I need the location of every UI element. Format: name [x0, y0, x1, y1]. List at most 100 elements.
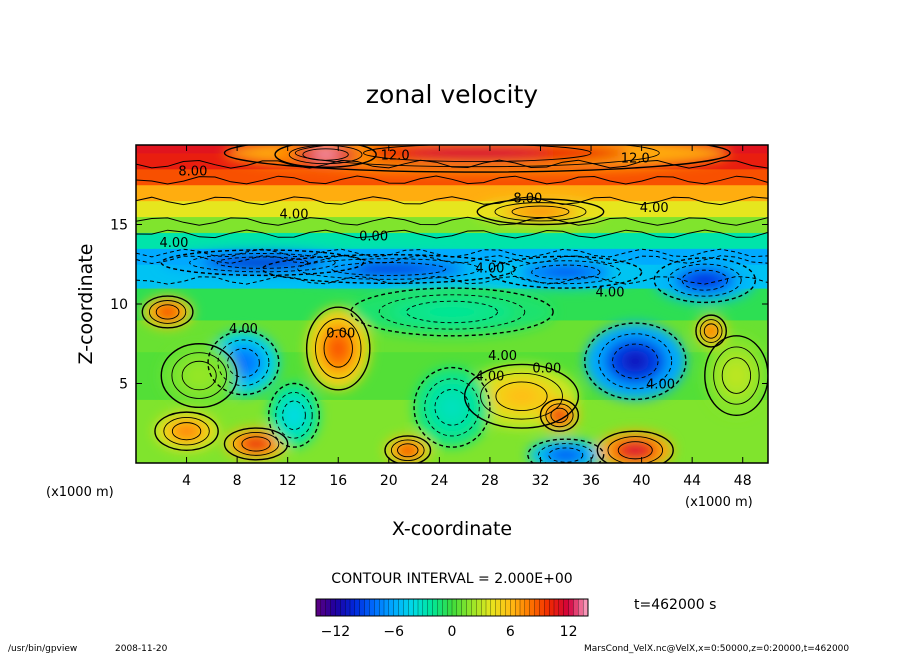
- contour-ring: [350, 287, 554, 337]
- colorbar-cell: [378, 598, 385, 617]
- colorbar-tick-label: 6: [506, 624, 515, 640]
- contour-line: [136, 229, 768, 239]
- contour-ring: [305, 306, 371, 391]
- contour-label: 0.00: [359, 230, 388, 245]
- contour-ring: [154, 411, 219, 451]
- y-axis-unit: (x1000 m): [46, 485, 114, 500]
- y-axis-label: Z-coordinate: [75, 244, 97, 365]
- contour-ring: [721, 357, 752, 394]
- contour-ring: [160, 249, 365, 277]
- contour-ring: [163, 417, 210, 446]
- footer-program: /usr/bin/gpview: [8, 644, 77, 654]
- colorbar-cell: [505, 598, 511, 617]
- colorbar-cell: [578, 598, 584, 617]
- field-feature-peak: [727, 364, 746, 387]
- contour-ring: [384, 435, 432, 463]
- colorbar-cell: [490, 598, 497, 617]
- contour-ring: [704, 335, 768, 416]
- colorbar-cell: [364, 598, 370, 617]
- colorbar-cell: [510, 598, 516, 617]
- contour-line: [136, 175, 768, 185]
- field-feature-peak: [441, 396, 463, 419]
- colorbar-cell: [422, 598, 429, 617]
- contour-ring: [413, 366, 491, 448]
- x-tick-label: 36: [582, 473, 600, 489]
- field-feature-peak: [234, 259, 291, 267]
- colorbar-cell: [471, 598, 477, 617]
- contour-label: 12.0: [621, 152, 650, 167]
- colorbar-cell: [315, 598, 322, 617]
- x-axis-ticks: 4 8 12 16 20 24 28 32 36 40 44 48: [182, 145, 752, 489]
- colorbar-cell: [534, 598, 540, 617]
- contour-ring: [160, 343, 238, 409]
- contour-ring: [494, 202, 587, 222]
- colorbar-cell: [374, 598, 380, 617]
- contour-ring: [274, 145, 377, 168]
- contour-ring: [363, 145, 592, 162]
- colorbar-cell: [432, 598, 438, 617]
- contour-ring: [171, 422, 202, 441]
- x-tick-label: 24: [430, 473, 448, 489]
- contour-ring: [302, 148, 349, 161]
- field-band: [136, 216, 768, 233]
- contour-ring: [282, 400, 306, 431]
- contour-ring: [463, 363, 580, 429]
- field-feature-peak: [311, 150, 340, 159]
- contour-ring: [323, 329, 353, 368]
- x-axis-label: X-coordinate: [392, 518, 512, 540]
- field-feature-peak: [177, 425, 196, 437]
- colorbar-cell: [437, 598, 443, 617]
- contour-ring: [550, 407, 569, 423]
- field-feature-peak: [188, 366, 210, 385]
- colorbar: [315, 598, 589, 617]
- field-band: [136, 184, 768, 202]
- contour-ring: [596, 430, 674, 463]
- contour-ring: [397, 443, 419, 458]
- contour-ring: [155, 304, 180, 320]
- colorbar-cell: [393, 598, 400, 617]
- contour-ring: [695, 314, 727, 348]
- contour-ring: [241, 436, 271, 452]
- colorbar-cell: [544, 598, 550, 617]
- contour-ring: [545, 403, 574, 428]
- plot-area: [136, 145, 768, 463]
- contour-ring: [171, 352, 227, 399]
- contour-ring: [390, 439, 425, 462]
- contour-ring: [268, 382, 320, 448]
- contour-ring: [617, 441, 653, 460]
- colorbar-cell: [573, 598, 579, 617]
- contour-ring: [598, 333, 673, 390]
- contour-ring: [189, 253, 336, 273]
- contour-ring: [584, 322, 687, 401]
- colorbar-cell: [558, 598, 565, 617]
- colorbar-cell: [539, 598, 545, 617]
- colorbar-cell: [427, 598, 434, 617]
- field-feature-peak: [505, 387, 538, 406]
- colorbar-cell: [403, 598, 409, 617]
- contour-ring: [315, 318, 362, 379]
- contour-ring: [612, 343, 659, 379]
- contour-ring: [495, 381, 548, 411]
- contour-ring: [607, 436, 664, 463]
- contour-ring: [223, 427, 289, 461]
- colorbar-cell: [514, 598, 521, 617]
- colorbar-cell: [476, 598, 482, 617]
- contour-interval-label: CONTOUR INTERVAL = 2.000E+00: [331, 571, 572, 587]
- field-feature-peak: [233, 353, 254, 372]
- contour-label: 4.00: [596, 285, 625, 300]
- contour-ring: [378, 294, 526, 330]
- contour-label: 4.00: [488, 349, 517, 364]
- colorbar-cell: [344, 598, 351, 617]
- colorbar-frame: [315, 598, 589, 617]
- field-feature-peak: [624, 444, 646, 456]
- colorbar-cell: [417, 598, 424, 617]
- contour-ring: [527, 438, 605, 463]
- x-tick-label: 48: [734, 473, 752, 489]
- contour-label: 4.00: [475, 370, 504, 385]
- contour-ring: [297, 258, 481, 280]
- colorbar-cell: [320, 598, 327, 617]
- colorbar-cell: [480, 598, 487, 617]
- colorbar-cell: [446, 598, 453, 617]
- colorbar-cell: [529, 598, 536, 617]
